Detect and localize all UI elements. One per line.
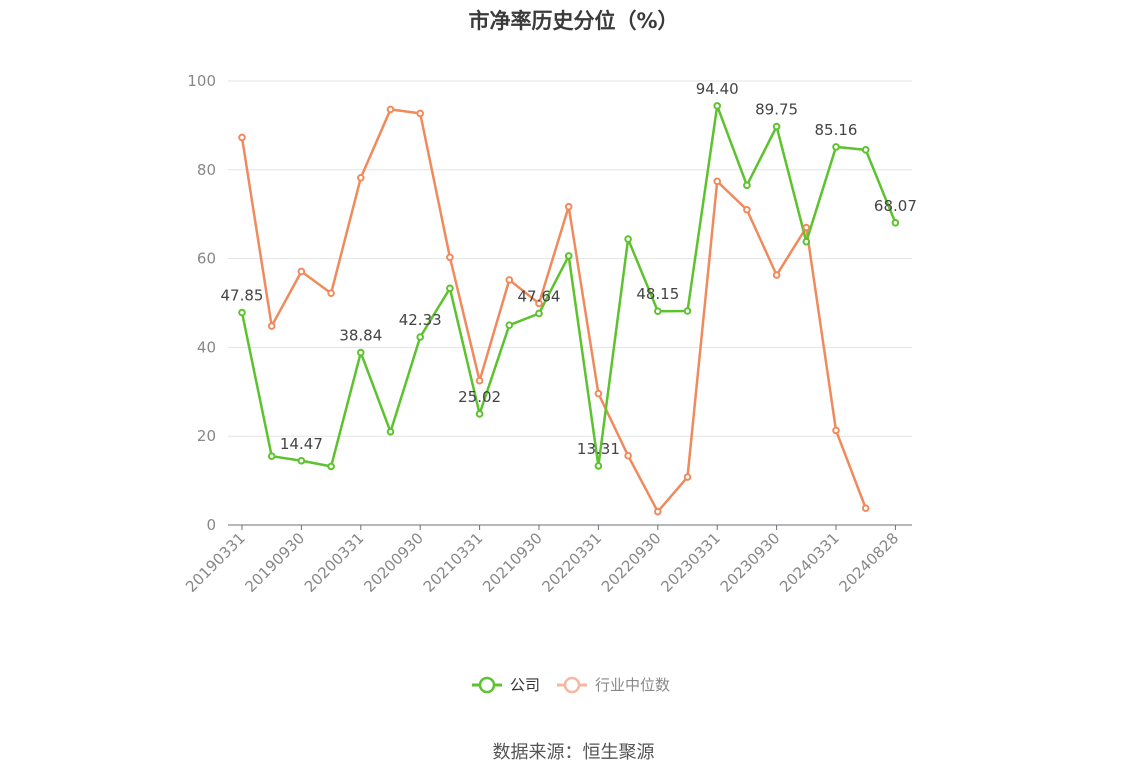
legend[interactable]: 公司 行业中位数: [472, 676, 670, 694]
data-point: [683, 473, 692, 481]
legend-swatch-marker: [563, 676, 581, 694]
data-point: [832, 143, 840, 151]
data-point: [327, 462, 335, 471]
y-tick-label: 100: [187, 72, 216, 90]
data-label: 38.84: [339, 327, 382, 345]
data-point: [535, 309, 543, 318]
data-point: [475, 376, 484, 385]
x-tick-label: 20240828: [836, 529, 903, 596]
series-line-1: [240, 108, 867, 513]
y-tick-label: 40: [197, 338, 216, 356]
x-tick-label: 20230331: [657, 529, 724, 596]
data-point: [772, 271, 781, 279]
data-point: [446, 253, 454, 262]
series-lines: [240, 104, 897, 513]
data-point: [564, 202, 573, 211]
data-point: [564, 252, 573, 260]
y-tick-label: 0: [206, 516, 216, 534]
data-point: [238, 308, 246, 317]
y-axis: 0 20 40 60 80 100: [187, 72, 216, 534]
data-point: [297, 267, 306, 276]
data-labels: 47.85 14.47 38.84 42.33 25.02 47.64 13.31 48.15…: [221, 80, 917, 458]
data-point: [386, 427, 395, 436]
source-note: 数据来源：恒生聚源: [492, 742, 655, 763]
x-tick-label: 20190331: [182, 529, 249, 596]
data-label: 13.31: [577, 440, 620, 458]
x-tick-label: 20210930: [479, 529, 546, 596]
legend-label: 行业中位数: [595, 676, 670, 694]
data-label: 42.33: [399, 311, 442, 329]
y-tick-label: 80: [197, 161, 216, 179]
data-point: [861, 504, 870, 512]
data-label: 48.15: [636, 285, 679, 303]
data-point: [238, 133, 246, 142]
data-point: [505, 276, 514, 284]
x-tick-label: 20240331: [776, 529, 843, 596]
data-point: [743, 205, 751, 214]
data-point: [446, 284, 454, 293]
legend-item[interactable]: 公司: [472, 676, 540, 694]
data-label: 47.64: [518, 287, 561, 305]
data-point: [386, 105, 395, 114]
x-tick-label: 20200331: [301, 529, 368, 596]
data-point: [891, 218, 900, 227]
chart-title: 市净率历史分位（%）: [468, 9, 679, 33]
data-label: 47.85: [221, 287, 264, 305]
data-point: [327, 289, 335, 298]
data-point: [357, 173, 365, 182]
data-point: [416, 333, 425, 341]
series-line-0: [240, 104, 897, 468]
data-label: 14.47: [280, 435, 323, 453]
legend-item[interactable]: 行业中位数: [557, 676, 670, 694]
data-point: [594, 462, 603, 470]
data-point: [624, 451, 632, 460]
data-point: [505, 321, 514, 330]
x-tick-label: 20230930: [717, 529, 784, 596]
data-point: [535, 299, 543, 308]
data-point: [297, 456, 306, 465]
data-point: [713, 102, 722, 110]
data-point: [832, 426, 840, 435]
data-label: 94.40: [696, 80, 739, 98]
x-tick-label: 20220331: [539, 529, 606, 596]
legend-label: 公司: [510, 676, 540, 694]
data-point: [357, 348, 365, 357]
data-point: [475, 410, 484, 418]
data-point: [267, 322, 276, 330]
data-point: [772, 122, 781, 131]
data-label: 25.02: [458, 388, 501, 406]
data-label: 89.75: [755, 101, 798, 119]
x-tick-label: 20210331: [420, 529, 487, 596]
data-point: [743, 181, 751, 190]
data-point: [267, 452, 276, 460]
data-point: [802, 223, 811, 232]
data-point: [654, 307, 662, 316]
data-point: [802, 237, 811, 246]
data-label: 85.16: [815, 121, 858, 139]
data-label: 68.07: [874, 197, 917, 215]
y-tick-label: 60: [197, 250, 216, 268]
data-point: [713, 177, 722, 186]
series-points: [238, 102, 900, 516]
x-tick-label: 20190930: [242, 529, 309, 596]
data-point: [624, 235, 632, 243]
data-point: [654, 507, 662, 516]
data-point: [861, 146, 870, 154]
data-point: [683, 307, 692, 315]
legend-swatch-marker: [478, 676, 496, 694]
data-point: [594, 389, 603, 398]
x-tick-label: 20200930: [360, 529, 427, 596]
data-point: [416, 109, 425, 118]
x-tick-label: 20220930: [598, 529, 665, 596]
x-axis: 2019033120190930202003312020093020210331…: [182, 524, 912, 596]
y-tick-label: 20: [197, 427, 216, 445]
